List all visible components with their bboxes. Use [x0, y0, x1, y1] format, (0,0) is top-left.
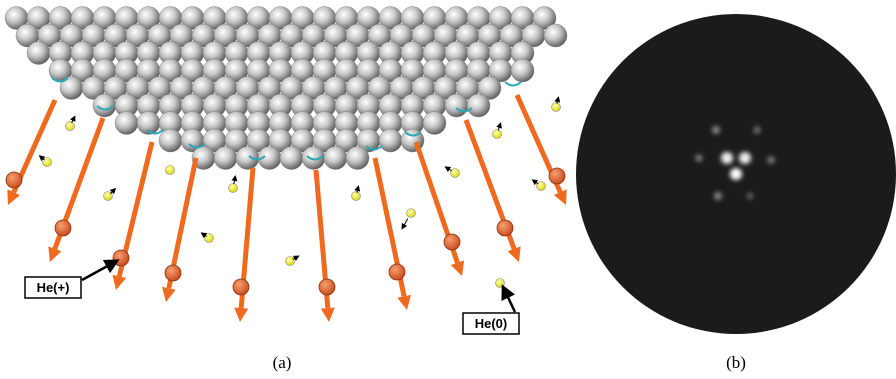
ion	[549, 168, 565, 184]
velocity-arrow	[110, 190, 114, 194]
spot	[714, 192, 722, 200]
arrow-head	[321, 307, 335, 322]
arrow-head	[451, 260, 464, 276]
ion	[319, 279, 335, 295]
atom-tip	[5, 7, 567, 170]
spot	[730, 168, 742, 180]
neutral-atom	[552, 103, 561, 112]
neutral-atom	[205, 234, 214, 243]
ion	[444, 234, 460, 250]
neutral-atom	[166, 166, 175, 175]
atom	[280, 147, 303, 170]
neutral-atom	[407, 209, 416, 218]
ion	[233, 279, 249, 295]
neutral-atom	[286, 257, 295, 266]
neutral-atom	[451, 169, 460, 178]
velocity-arrow	[498, 125, 500, 130]
figure: He(+) He(0) (a) (b)	[0, 0, 896, 379]
caption: (b)	[726, 353, 746, 372]
spot	[747, 193, 753, 199]
spot	[712, 126, 720, 134]
neutral-atom	[537, 182, 546, 191]
spot	[739, 152, 751, 164]
neutral-label: He(0)	[475, 316, 508, 331]
velocity-arrow	[72, 118, 74, 123]
velocity-arrow	[534, 181, 538, 184]
neutral-atom	[496, 279, 505, 288]
atom	[346, 147, 369, 170]
spot	[696, 155, 703, 162]
velocity-arrow	[447, 168, 452, 171]
field-arc	[505, 82, 521, 86]
atom	[544, 24, 567, 47]
neutral-atom	[352, 192, 361, 201]
atom	[27, 42, 50, 65]
neutral-atom	[493, 130, 502, 139]
velocity-arrow	[234, 178, 235, 184]
spot	[721, 152, 733, 164]
atom	[511, 59, 534, 82]
atom	[445, 94, 468, 117]
atom	[214, 147, 237, 170]
spot	[754, 127, 761, 134]
arrow-head	[234, 307, 248, 322]
atom	[236, 147, 259, 170]
atom	[159, 129, 182, 152]
velocity-arrow	[403, 219, 408, 227]
spot	[768, 157, 775, 164]
atom	[324, 147, 347, 170]
atom	[423, 112, 446, 135]
neutral-atom	[229, 184, 238, 193]
atom	[379, 129, 402, 152]
arrow-head	[113, 275, 127, 290]
neutral-atom	[66, 122, 75, 131]
ion	[497, 220, 513, 236]
ion-label: He(+)	[37, 280, 70, 295]
ion	[55, 220, 71, 236]
page: He(+) He(0) (a) (b) (() => { const data …	[0, 0, 896, 379]
arrow-head	[397, 295, 411, 310]
atom	[115, 112, 138, 135]
ion	[389, 264, 405, 280]
arrow-head	[162, 287, 176, 302]
ion	[113, 250, 129, 266]
ion	[6, 172, 22, 188]
ion	[165, 265, 181, 281]
caption: (a)	[273, 353, 292, 372]
pointer-arrow	[82, 263, 113, 280]
atom	[467, 94, 490, 117]
pointer-arrow	[505, 291, 515, 312]
